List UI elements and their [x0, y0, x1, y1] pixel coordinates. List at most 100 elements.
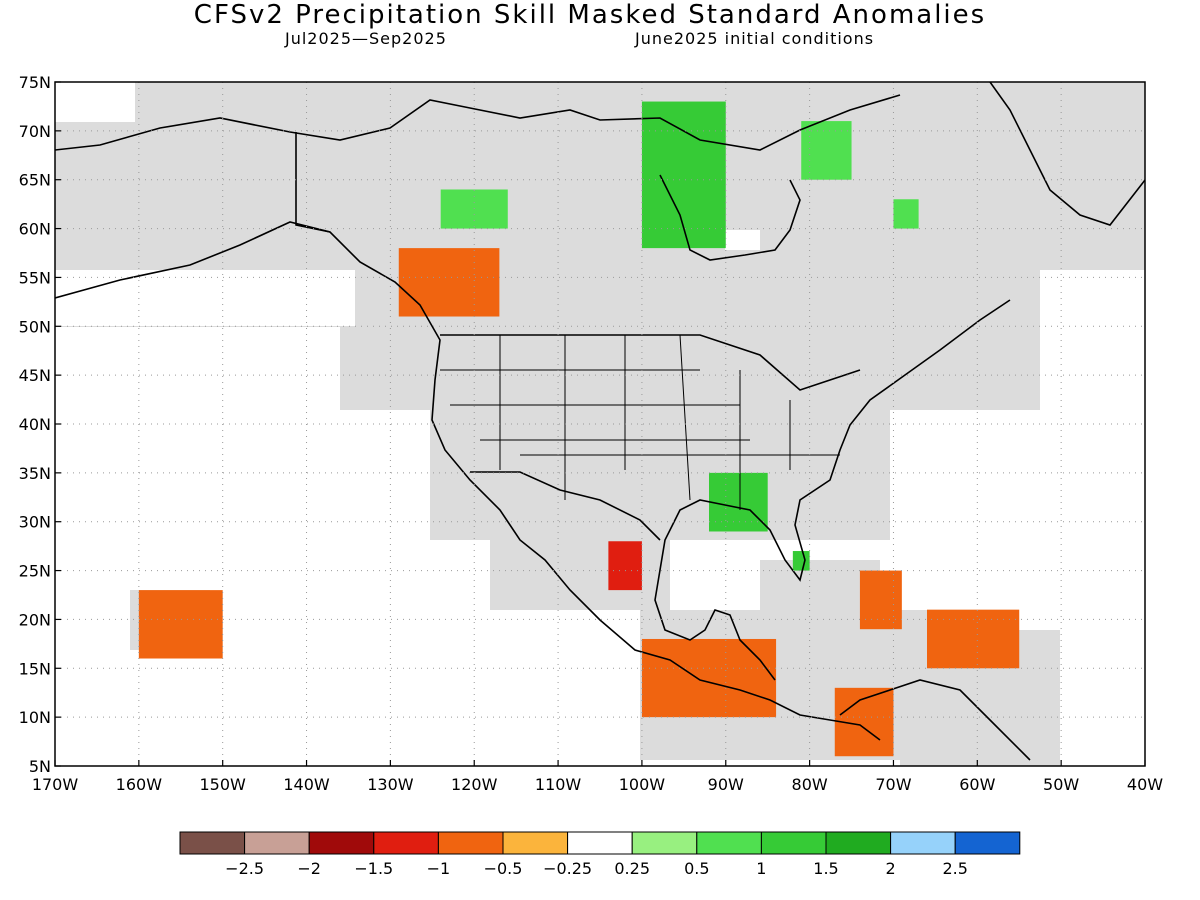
colorbar-swatch	[760, 831, 827, 855]
longitude-label: 100W	[619, 775, 666, 794]
border-us-mexico	[470, 471, 661, 541]
anomaly-region	[440, 189, 508, 229]
colorbar-label: −2	[297, 859, 321, 878]
longitude-label: 40W	[1127, 775, 1163, 794]
colorbar-label: 0.5	[684, 859, 709, 878]
latitude-label: 35N	[19, 464, 51, 483]
latitude-label: 60N	[19, 220, 51, 239]
coastline-pacific	[55, 221, 881, 741]
latitude-labels: 75N 70N 65N 60N 55N 50N 45N 40N 35N 30N 25N 20N 15N 1…	[19, 73, 51, 776]
coastline-hudson-bay	[659, 174, 801, 261]
colorbar-swatch	[825, 831, 892, 855]
valid-period: Jul2025—Sep2025	[285, 29, 447, 48]
longitude-label: 50W	[1043, 775, 1079, 794]
colorbar-label: 0.25	[614, 859, 650, 878]
longitude-label: 120W	[451, 775, 498, 794]
colorbar-swatch	[179, 831, 246, 855]
latitude-label: 70N	[19, 122, 51, 141]
colorbar-swatch	[631, 831, 698, 855]
longitude-label: 140W	[283, 775, 330, 794]
masked-conus	[430, 400, 890, 540]
colorbar-labels: −2.5 −2 −1.5 −1 −0.5 −0.25 0.25 0.5 1 1.5 2 2.5	[225, 859, 968, 878]
grid-lines	[55, 82, 1145, 766]
gap-arctic-west	[55, 82, 135, 122]
longitude-label: 150W	[200, 775, 247, 794]
latitude-label: 45N	[19, 366, 51, 385]
colorbar-swatch	[696, 831, 762, 855]
colorbar-swatch	[244, 831, 310, 855]
state-line	[499, 334, 791, 510]
colorbar-label: 2	[886, 859, 896, 878]
map-plot	[55, 82, 1145, 766]
longitude-ticks	[54, 760, 1146, 766]
anomaly-region	[801, 121, 852, 180]
anomaly-region	[398, 248, 500, 317]
anomaly-region	[927, 609, 1020, 669]
anomaly-region	[138, 590, 223, 659]
anomaly-region	[641, 101, 726, 249]
colorbar-label: −1.5	[354, 859, 393, 878]
latitude-label: 75N	[19, 73, 51, 92]
longitude-label: 90W	[708, 775, 744, 794]
latitude-label: 65N	[19, 171, 51, 190]
longitude-label: 170W	[32, 775, 79, 794]
latitude-label: 55N	[19, 268, 51, 287]
map-title: CFSv2 Precipitation Skill Masked Standar…	[193, 0, 987, 30]
latitude-label: 15N	[19, 659, 51, 678]
colorbar-swatch	[373, 831, 439, 855]
masked-area	[55, 82, 1145, 766]
colorbar-label: −0.25	[543, 859, 592, 878]
colorbar-label: 1	[756, 859, 766, 878]
coastline-greenland	[989, 82, 1145, 226]
longitude-label: 70W	[875, 775, 911, 794]
coastline-arctic	[55, 94, 901, 151]
colorbar-swatch	[502, 831, 569, 855]
colorbar-swatch	[890, 831, 956, 855]
state-lines	[440, 334, 840, 510]
longitude-label: 60W	[959, 775, 995, 794]
colorbar-label: 2.5	[942, 859, 967, 878]
anomaly-region	[608, 541, 642, 591]
gap-hudson	[725, 230, 760, 250]
longitude-label: 130W	[367, 775, 414, 794]
latitude-label: 5N	[29, 757, 51, 776]
colorbar-label: −1	[427, 859, 451, 878]
latitude-label: 10N	[19, 708, 51, 727]
colorbar-swatch	[567, 831, 633, 855]
coastline-atlantic	[654, 299, 1011, 681]
latitude-label: 20N	[19, 610, 51, 629]
colorbar-swatch	[308, 831, 375, 855]
longitude-label: 160W	[116, 775, 163, 794]
latitude-ticks	[55, 81, 61, 767]
latitude-label: 30N	[19, 513, 51, 532]
border-alaska-canada	[295, 132, 331, 233]
longitude-label: 110W	[535, 775, 582, 794]
coastlines	[55, 82, 1145, 761]
gap-gulf	[685, 560, 755, 590]
colorbar-label: −2.5	[225, 859, 264, 878]
anomaly-region	[893, 199, 919, 229]
state-line	[440, 369, 840, 456]
gap-north-atlantic	[1040, 270, 1145, 410]
white-gaps	[55, 82, 1145, 590]
anomaly-region	[709, 472, 768, 532]
gap-north-pacific	[55, 270, 355, 326]
colorbar	[179, 831, 1021, 855]
longitude-label: 80W	[792, 775, 828, 794]
latitude-label: 25N	[19, 562, 51, 581]
coastline-south-america	[839, 679, 1031, 761]
border-us-canada	[440, 334, 861, 391]
anomaly-region	[792, 551, 810, 571]
colorbar-swatch	[954, 831, 1021, 855]
masked-mexico	[490, 520, 670, 610]
initial-conditions: June2025 initial conditions	[635, 29, 875, 48]
colorbar-label: −0.5	[484, 859, 523, 878]
longitude-labels: 170W 160W 150W 140W 130W 120W 110W 100W 90W 80W 70…	[32, 775, 1163, 794]
latitude-label: 50N	[19, 317, 51, 336]
latitude-label: 40N	[19, 415, 51, 434]
anomaly-region	[859, 570, 902, 630]
colorbar-label: 1.5	[813, 859, 838, 878]
colorbar-swatch	[437, 831, 504, 855]
anomaly-region	[641, 638, 777, 718]
